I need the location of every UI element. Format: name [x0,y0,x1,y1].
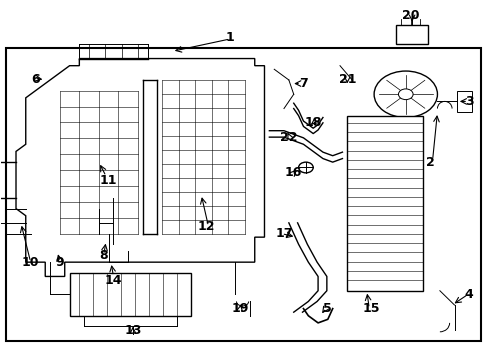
Circle shape [398,89,413,100]
Text: 11: 11 [100,174,117,186]
Bar [70,273,192,316]
Text: 8: 8 [99,248,108,261]
Bar [457,91,471,112]
Text: 20: 20 [402,9,419,22]
Text: 1: 1 [226,31,235,44]
Text: 4: 4 [465,288,473,301]
Text: 16: 16 [285,166,302,179]
Text: 15: 15 [363,302,380,315]
Text: 2: 2 [426,156,435,168]
Text: 13: 13 [124,324,142,337]
Bar [396,24,428,44]
Text: 3: 3 [465,95,473,108]
Bar [6,48,481,341]
Text: 17: 17 [275,227,293,240]
Text: 10: 10 [22,256,39,269]
Polygon shape [16,59,265,276]
Text: 19: 19 [231,302,249,315]
Text: 22: 22 [280,131,297,144]
Text: 7: 7 [299,77,308,90]
Circle shape [374,71,438,117]
Text: 6: 6 [31,73,40,86]
Bar [347,116,423,291]
Text: 12: 12 [197,220,215,233]
Text: 9: 9 [55,256,64,269]
Text: 18: 18 [304,116,322,129]
Circle shape [298,162,313,173]
Text: 14: 14 [105,274,122,287]
Text: 21: 21 [339,73,356,86]
Text: 5: 5 [323,302,332,315]
